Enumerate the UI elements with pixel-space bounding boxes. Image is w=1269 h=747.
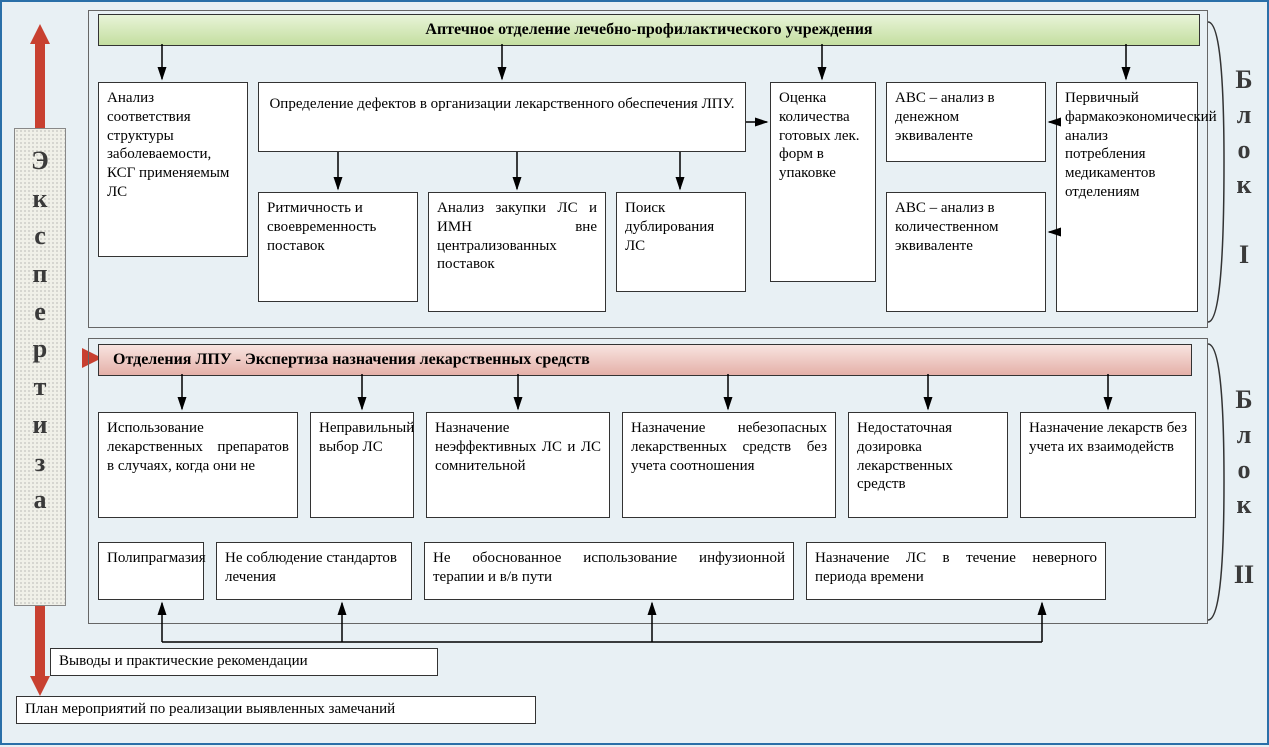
box-rhythm: Ритмичность и своевременность поставок bbox=[258, 192, 418, 302]
box-inf: Не обоснованное использование инфузионно… bbox=[424, 542, 794, 600]
red-arrow-down-icon bbox=[30, 676, 50, 696]
box-primary: Первичный фармакоэкономический анализ по… bbox=[1056, 82, 1198, 312]
box-defects: Определение дефектов в организации лекар… bbox=[258, 82, 746, 152]
box-plan: План мероприятий по реализации выявленны… bbox=[16, 696, 536, 724]
box-std: Не соблюдение стандартов лечения bbox=[216, 542, 412, 600]
expertise-label: Э к с п е р т и з а bbox=[24, 142, 56, 519]
box-poly: Полипрагмазия bbox=[98, 542, 204, 600]
box-interact: Назначение лекарств без учета их взаимод… bbox=[1020, 412, 1196, 518]
box-conclusions: Выводы и практические рекомендации bbox=[50, 648, 438, 676]
box-period: Назначение ЛС в течение неверного период… bbox=[806, 542, 1106, 600]
block1-label: Б л о к I bbox=[1228, 62, 1260, 273]
box-ineff: Назначение неэффективных ЛС и ЛС сомните… bbox=[426, 412, 610, 518]
box-dose: Недостаточная дозировка лекарственных ср… bbox=[848, 412, 1008, 518]
box-qty: Оценка количества готовых лек. форм в уп… bbox=[770, 82, 876, 282]
red-arrow-down-stem bbox=[35, 606, 45, 676]
box-dup: Поиск дублирования ЛС bbox=[616, 192, 746, 292]
box-abc-qty: ABC – анализ в количественном эквивалент… bbox=[886, 192, 1046, 312]
box-abc-money: ABC – анализ в денежном эквиваленте bbox=[886, 82, 1046, 162]
header-pharmacy: Аптечное отделение лечебно-профилактичес… bbox=[98, 14, 1200, 46]
box-unsafe: Назначение небезопасных лекарственных ср… bbox=[622, 412, 836, 518]
block2-label: Б л о к II bbox=[1228, 382, 1260, 593]
box-procure: Анализ закупки ЛС и ИМН вне централизова… bbox=[428, 192, 606, 312]
box-wrong: Неправильный выбор ЛС bbox=[310, 412, 414, 518]
red-arrow-up-stem bbox=[35, 44, 45, 128]
red-arrow-up-icon bbox=[30, 24, 50, 44]
box-analysis: Анализ соответствия структуры заболеваем… bbox=[98, 82, 248, 257]
header-departments: Отделения ЛПУ - Экспертиза назначения ле… bbox=[98, 344, 1192, 376]
box-use: Использование лекарственных препаратов в… bbox=[98, 412, 298, 518]
